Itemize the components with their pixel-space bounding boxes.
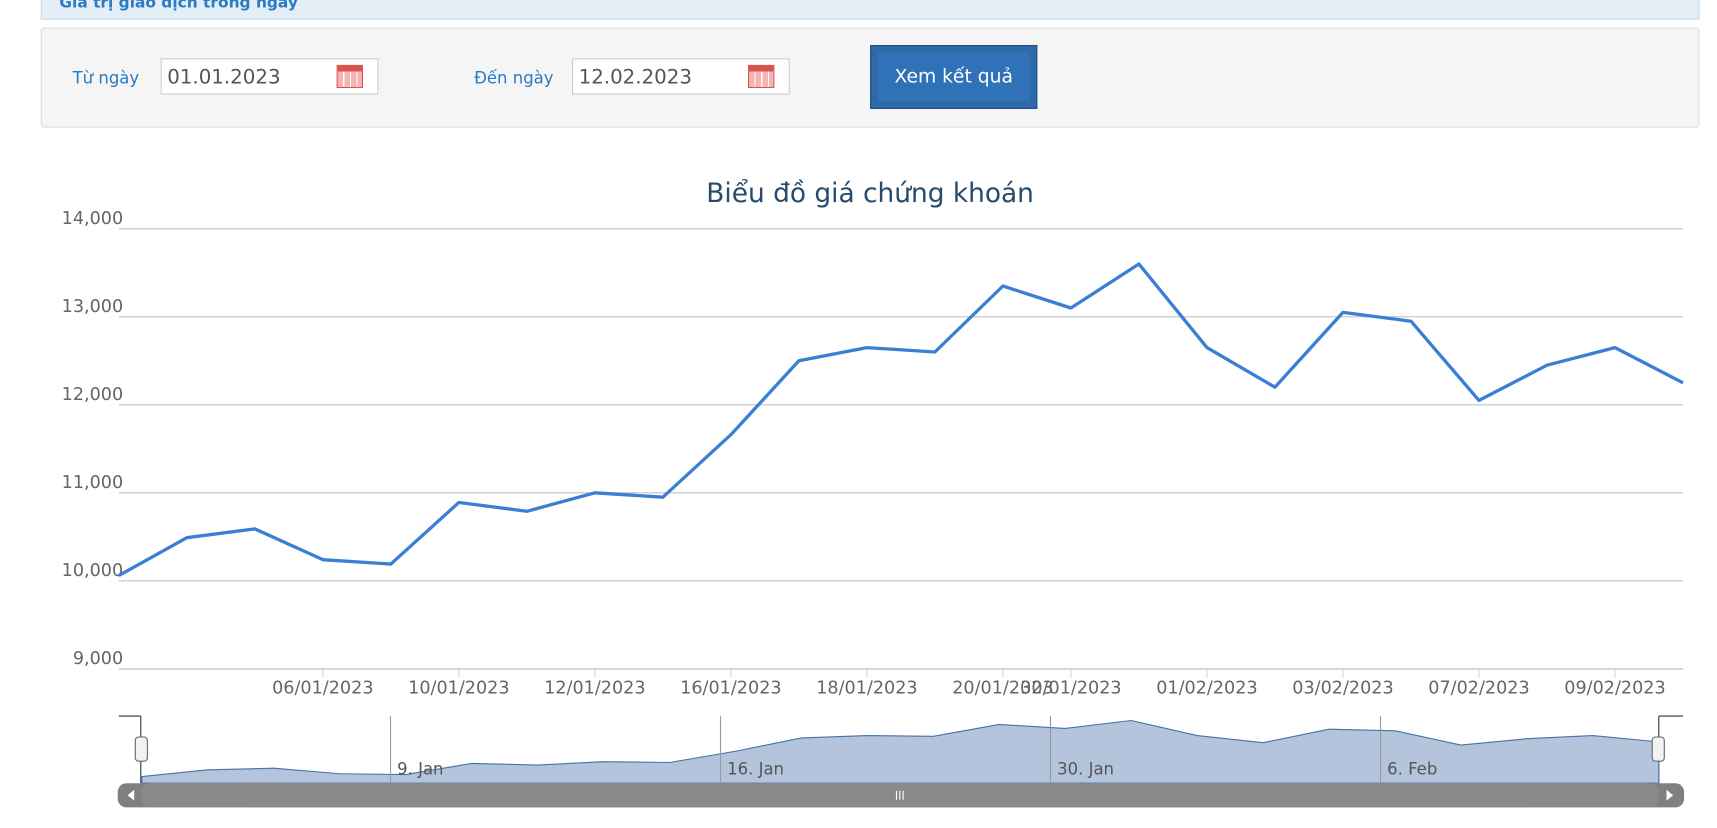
section-header: Giá trị giao dịch trong ngày: [40, 0, 1700, 20]
price-line: [117, 262, 1684, 577]
navigator-label: 6. Feb: [1387, 760, 1437, 779]
y-tick-label: 9,000: [73, 649, 123, 669]
from-value: 01.01.2023: [167, 66, 281, 90]
x-tick-label: 07/02/2023: [1428, 679, 1529, 699]
x-tick-label: 30/01/2023: [1020, 679, 1121, 699]
navigator-area: [141, 719, 1660, 784]
button-label: Xem kết quả: [877, 52, 1030, 102]
scroll-grip: [895, 790, 904, 800]
x-tick-label: 01/02/2023: [1156, 679, 1257, 699]
x-tick-label: 09/02/2023: [1564, 679, 1665, 699]
date-form: Từ ngày 01.01.2023 Đến ngày 12.02.2023 X…: [40, 27, 1700, 128]
x-tick-label: 06/01/2023: [272, 679, 373, 699]
navigator-label: 30. Jan: [1057, 760, 1114, 779]
x-tick-label: 16/01/2023: [680, 679, 781, 699]
calendar-icon[interactable]: [336, 64, 363, 88]
navigator-handle[interactable]: [134, 736, 148, 762]
y-tick-label: 10,000: [62, 561, 124, 581]
x-tick-label: 18/01/2023: [816, 679, 917, 699]
submit-button[interactable]: Xem kết quả: [870, 45, 1038, 109]
x-tick-label: 10/01/2023: [408, 679, 509, 699]
x-tick-label: 20/01/2023: [952, 679, 1053, 699]
navigator-handle[interactable]: [1651, 736, 1665, 762]
calendar-icon[interactable]: [748, 64, 775, 88]
x-tick-label: 12/01/2023: [544, 679, 645, 699]
navigator-label: 9. Jan: [397, 760, 443, 779]
y-tick-label: 11,000: [62, 473, 124, 493]
section-title: Giá trị giao dịch trong ngày: [59, 0, 298, 13]
y-tick-label: 13,000: [62, 297, 124, 317]
from-label: Từ ngày: [72, 68, 140, 88]
x-tick-label: 03/02/2023: [1292, 679, 1393, 699]
y-tick-label: 12,000: [62, 385, 124, 405]
from-input[interactable]: 01.01.2023: [160, 58, 379, 95]
to-value: 12.02.2023: [578, 66, 692, 90]
chart-title: Biểu đồ giá chứng khoán: [706, 178, 1034, 209]
to-input[interactable]: 12.02.2023: [572, 58, 790, 95]
to-label: Đến ngày: [474, 68, 554, 88]
y-tick-label: 14,000: [62, 209, 124, 229]
navigator-label: 16. Jan: [727, 760, 784, 779]
